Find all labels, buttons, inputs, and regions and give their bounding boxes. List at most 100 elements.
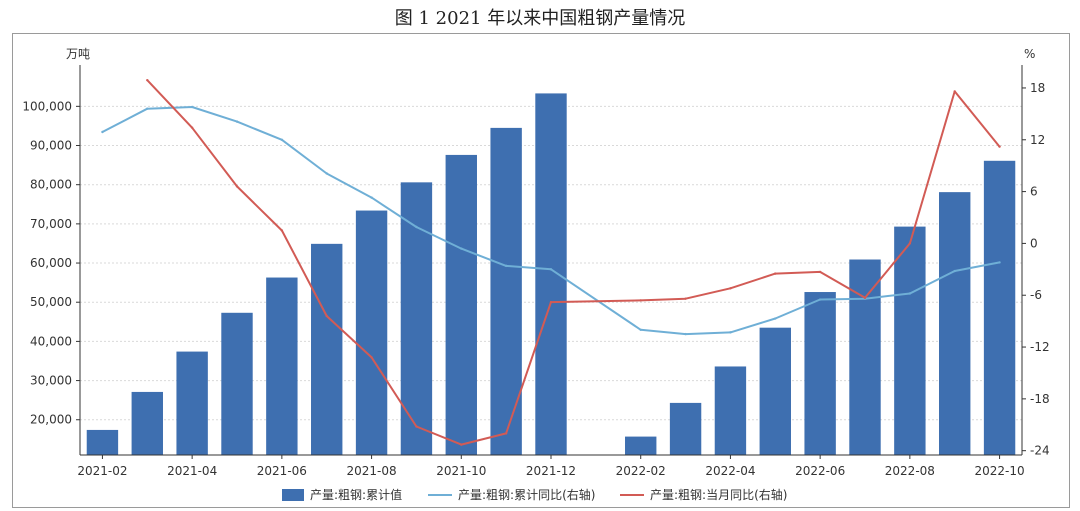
point-cumulative-yoy xyxy=(684,332,687,336)
point-monthly-yoy xyxy=(863,296,867,300)
point-cumulative-yoy xyxy=(460,247,463,250)
point-cumulative-yoy xyxy=(818,298,822,301)
point-cumulative-yoy xyxy=(549,268,553,271)
legend-label-cumulative-yoy: 产量:粗钢:累计同比(右轴) xyxy=(458,487,595,502)
y-right-tick-label: -18 xyxy=(1030,392,1050,406)
x-tick-label: 2021-12 xyxy=(526,464,576,478)
line-cumulative-yoy xyxy=(101,106,1000,336)
y-left-tick-label: 20,000 xyxy=(30,413,72,427)
legend: 产量:粗钢:累计值 产量:粗钢:累计同比(右轴) 产量:粗钢:当月同比(右轴) xyxy=(282,487,787,502)
bar-cumulative-value xyxy=(939,192,971,455)
point-cumulative-yoy xyxy=(370,196,373,199)
point-cumulative-yoy xyxy=(774,317,777,320)
y-left-tick-label: 90,000 xyxy=(30,139,72,153)
legend-label-monthly-yoy: 产量:粗钢:当月同比(右轴) xyxy=(650,487,787,502)
bar-cumulative-value xyxy=(445,154,477,455)
point-monthly-yoy xyxy=(818,270,822,274)
right-axis-unit: % xyxy=(1024,47,1035,61)
point-monthly-yoy xyxy=(415,425,418,428)
bar-cumulative-value xyxy=(221,312,253,455)
x-tick-label: 2021-04 xyxy=(167,464,217,478)
y-right-tick-label: 12 xyxy=(1030,133,1045,147)
bar-cumulative-value xyxy=(669,402,702,455)
point-monthly-yoy xyxy=(146,78,149,82)
point-monthly-yoy xyxy=(908,242,912,245)
point-cumulative-yoy xyxy=(146,107,149,110)
bar-cumulative-value xyxy=(266,277,298,455)
x-tick-label: 2021-06 xyxy=(257,464,307,478)
point-monthly-yoy xyxy=(729,287,732,290)
bar-cumulative-value xyxy=(176,351,208,455)
point-cumulative-yoy xyxy=(325,172,328,175)
point-monthly-yoy xyxy=(639,299,642,302)
bar-cumulative-value xyxy=(759,327,791,455)
point-cumulative-yoy xyxy=(415,225,418,229)
point-monthly-yoy xyxy=(460,443,463,446)
y-left-tick-label: 30,000 xyxy=(30,374,72,388)
bar-cumulative-value xyxy=(804,292,836,455)
y-left-tick-label: 70,000 xyxy=(30,217,72,231)
y-right-tick-label: -12 xyxy=(1030,340,1050,354)
left-axis-unit: 万吨 xyxy=(66,47,90,61)
y-right-tick-label: 18 xyxy=(1030,81,1045,95)
x-tick-label: 2022-08 xyxy=(885,464,935,478)
y-right-tick-label: 6 xyxy=(1030,185,1038,199)
point-monthly-yoy xyxy=(998,145,1001,148)
chart-frame xyxy=(12,33,1070,508)
y-left-tick-label: 80,000 xyxy=(30,178,72,192)
bar-cumulative-value xyxy=(894,226,926,455)
x-tick-label: 2021-02 xyxy=(77,464,127,478)
point-cumulative-yoy xyxy=(729,331,732,334)
bar-cumulative-value xyxy=(490,127,522,455)
point-monthly-yoy xyxy=(504,432,508,435)
point-cumulative-yoy xyxy=(280,138,284,141)
point-monthly-yoy xyxy=(684,297,687,300)
point-monthly-yoy xyxy=(190,126,194,129)
point-cumulative-yoy xyxy=(998,261,1001,264)
x-tick-label: 2022-06 xyxy=(795,464,845,478)
x-tick-label: 2022-02 xyxy=(616,464,666,478)
point-cumulative-yoy xyxy=(504,264,508,268)
y-right-tick-label: 0 xyxy=(1030,236,1038,250)
bar-cumulative-value xyxy=(714,366,747,455)
point-cumulative-yoy xyxy=(190,105,194,109)
point-monthly-yoy xyxy=(325,314,328,318)
legend-swatch-cumulative-value xyxy=(282,489,304,501)
bar-cumulative-value xyxy=(86,429,119,455)
axes: 万吨 % 20,000 30,000 40,000 50,000 60,000 70,00… xyxy=(22,47,1049,478)
point-cumulative-yoy xyxy=(908,292,912,295)
y-left-tick-label: 50,000 xyxy=(30,295,72,309)
y-left-tick-label: 40,000 xyxy=(30,334,72,348)
point-cumulative-yoy xyxy=(639,328,642,331)
y-right-tick-label: -6 xyxy=(1030,288,1042,302)
point-monthly-yoy xyxy=(953,90,956,93)
bar-cumulative-value xyxy=(535,93,567,456)
point-cumulative-yoy xyxy=(953,269,956,273)
line-series xyxy=(101,78,1001,446)
bar-cumulative-value xyxy=(983,160,1016,455)
point-monthly-yoy xyxy=(774,272,777,275)
point-monthly-yoy xyxy=(370,356,373,359)
x-tick-label: 2021-10 xyxy=(436,464,486,478)
bar-cumulative-value xyxy=(625,436,657,455)
point-monthly-yoy xyxy=(280,229,284,232)
x-tick-label: 2022-10 xyxy=(975,464,1025,478)
bar-cumulative-value xyxy=(400,182,433,455)
bar-cumulative-value xyxy=(131,391,163,455)
x-tick-label: 2022-04 xyxy=(705,464,755,478)
point-monthly-yoy xyxy=(549,300,553,304)
y-right-tick-label: -24 xyxy=(1030,444,1050,458)
point-cumulative-yoy xyxy=(101,130,104,134)
bar-cumulative-value xyxy=(311,243,343,455)
x-tick-label: 2021-08 xyxy=(347,464,397,478)
bar-cumulative-value xyxy=(849,259,881,455)
point-monthly-yoy xyxy=(235,185,239,188)
bar-cumulative-value xyxy=(355,210,388,455)
legend-label-cumulative-value: 产量:粗钢:累计值 xyxy=(310,487,402,502)
bar-series xyxy=(86,93,1016,456)
y-left-tick-label: 60,000 xyxy=(30,256,72,270)
y-left-tick-label: 100,000 xyxy=(22,99,72,113)
figure-title: 图 1 2021 年以来中国粗钢产量情况 xyxy=(394,8,686,29)
point-cumulative-yoy xyxy=(235,120,239,123)
